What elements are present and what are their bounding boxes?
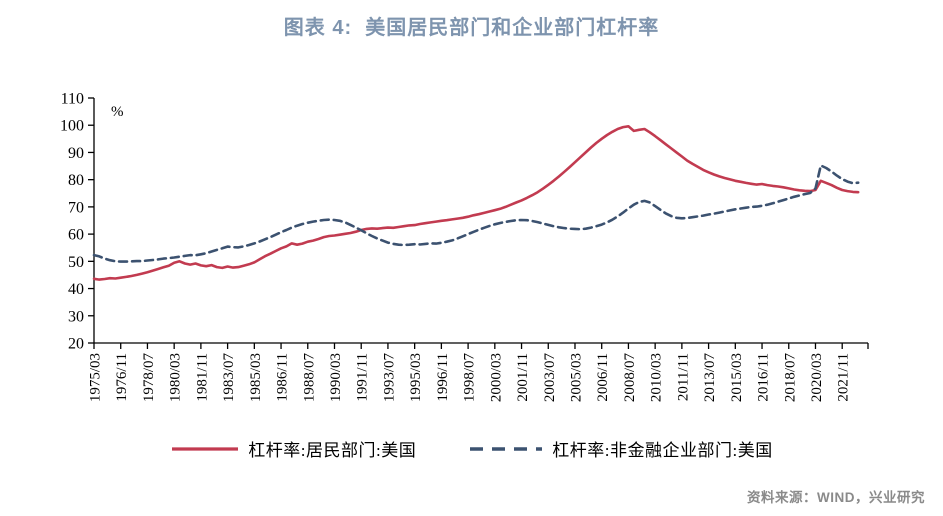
x-tick-label: 2021/11 <box>836 353 852 402</box>
legend-household-line-sample <box>172 446 239 451</box>
y-tick-label: 90 <box>68 145 84 162</box>
legend-item-corporate: 杠杆率:非金融企业部门:美国 <box>468 436 772 461</box>
legend: 杠杆率:居民部门:美国 杠杆率:非金融企业部门:美国 <box>0 436 943 461</box>
x-tick-label: 2013/07 <box>702 353 718 403</box>
legend-corporate-line-sample <box>470 446 543 451</box>
x-tick-label: 1993/07 <box>381 353 397 403</box>
y-tick-label: 110 <box>61 91 84 108</box>
y-tick-label: 60 <box>68 227 84 244</box>
chart-title: 图表 4: 美国居民部门和企业部门杠杆率 <box>283 17 660 39</box>
x-tick-label: 2016/11 <box>756 353 772 402</box>
x-tick-label: 1985/03 <box>248 353 264 402</box>
x-tick-label: 1991/11 <box>355 353 371 402</box>
x-tick-label: 1998/07 <box>462 353 478 403</box>
x-tick-label: 2018/07 <box>782 353 798 403</box>
x-tick-label: 2006/11 <box>595 353 611 402</box>
x-tick-label: 2020/03 <box>809 353 825 402</box>
legend-label-corporate: 杠杆率:非金融企业部门:美国 <box>552 441 773 460</box>
x-tick-label: 1981/11 <box>194 353 210 402</box>
x-tick-label: 2005/03 <box>568 353 584 402</box>
x-tick-label: 1980/03 <box>168 353 184 402</box>
legend-label-household: 杠杆率:居民部门:美国 <box>248 441 417 460</box>
source-note: 资料来源：WIND，兴业研究 <box>747 490 925 505</box>
series-line-corporate <box>92 164 860 263</box>
y-tick-label: 50 <box>68 254 84 271</box>
x-tick-label: 2000/03 <box>488 353 504 402</box>
y-tick-label: 100 <box>60 118 84 135</box>
x-tick-label: 2010/03 <box>649 353 665 402</box>
x-tick-label: 2008/07 <box>622 353 638 403</box>
x-tick-label: 1996/11 <box>435 353 451 402</box>
series-line-household <box>92 125 860 281</box>
y-axis-unit-label: % <box>111 104 124 120</box>
line-chart: 20 30 40 50 60 70 80 90 100 110% 1975/03 1976/11 197… <box>60 91 869 403</box>
x-tick-label: 1983/07 <box>221 353 237 403</box>
x-tick-label: 2003/07 <box>542 353 558 403</box>
x-tick-label: 1975/03 <box>88 353 104 402</box>
x-tick-label: 1976/11 <box>114 353 130 402</box>
y-tick-label: 20 <box>68 336 84 353</box>
x-tick-label: 1978/07 <box>141 353 157 403</box>
x-tick-label: 1988/07 <box>301 353 317 403</box>
x-tick-label: 2015/03 <box>729 353 745 402</box>
x-tick-label: 1990/03 <box>328 353 344 402</box>
x-tick-label: 2011/11 <box>675 353 691 401</box>
y-tick-label: 80 <box>68 172 84 189</box>
x-tick-label: 2001/11 <box>515 353 531 402</box>
x-tick-label: 1995/03 <box>408 353 424 402</box>
legend-item-household: 杠杆率:居民部门:美国 <box>170 436 416 461</box>
x-tick-label: 1986/11 <box>275 353 291 402</box>
y-tick-label: 40 <box>68 281 84 298</box>
y-tick-label: 70 <box>68 199 84 216</box>
y-tick-label: 30 <box>68 308 84 325</box>
